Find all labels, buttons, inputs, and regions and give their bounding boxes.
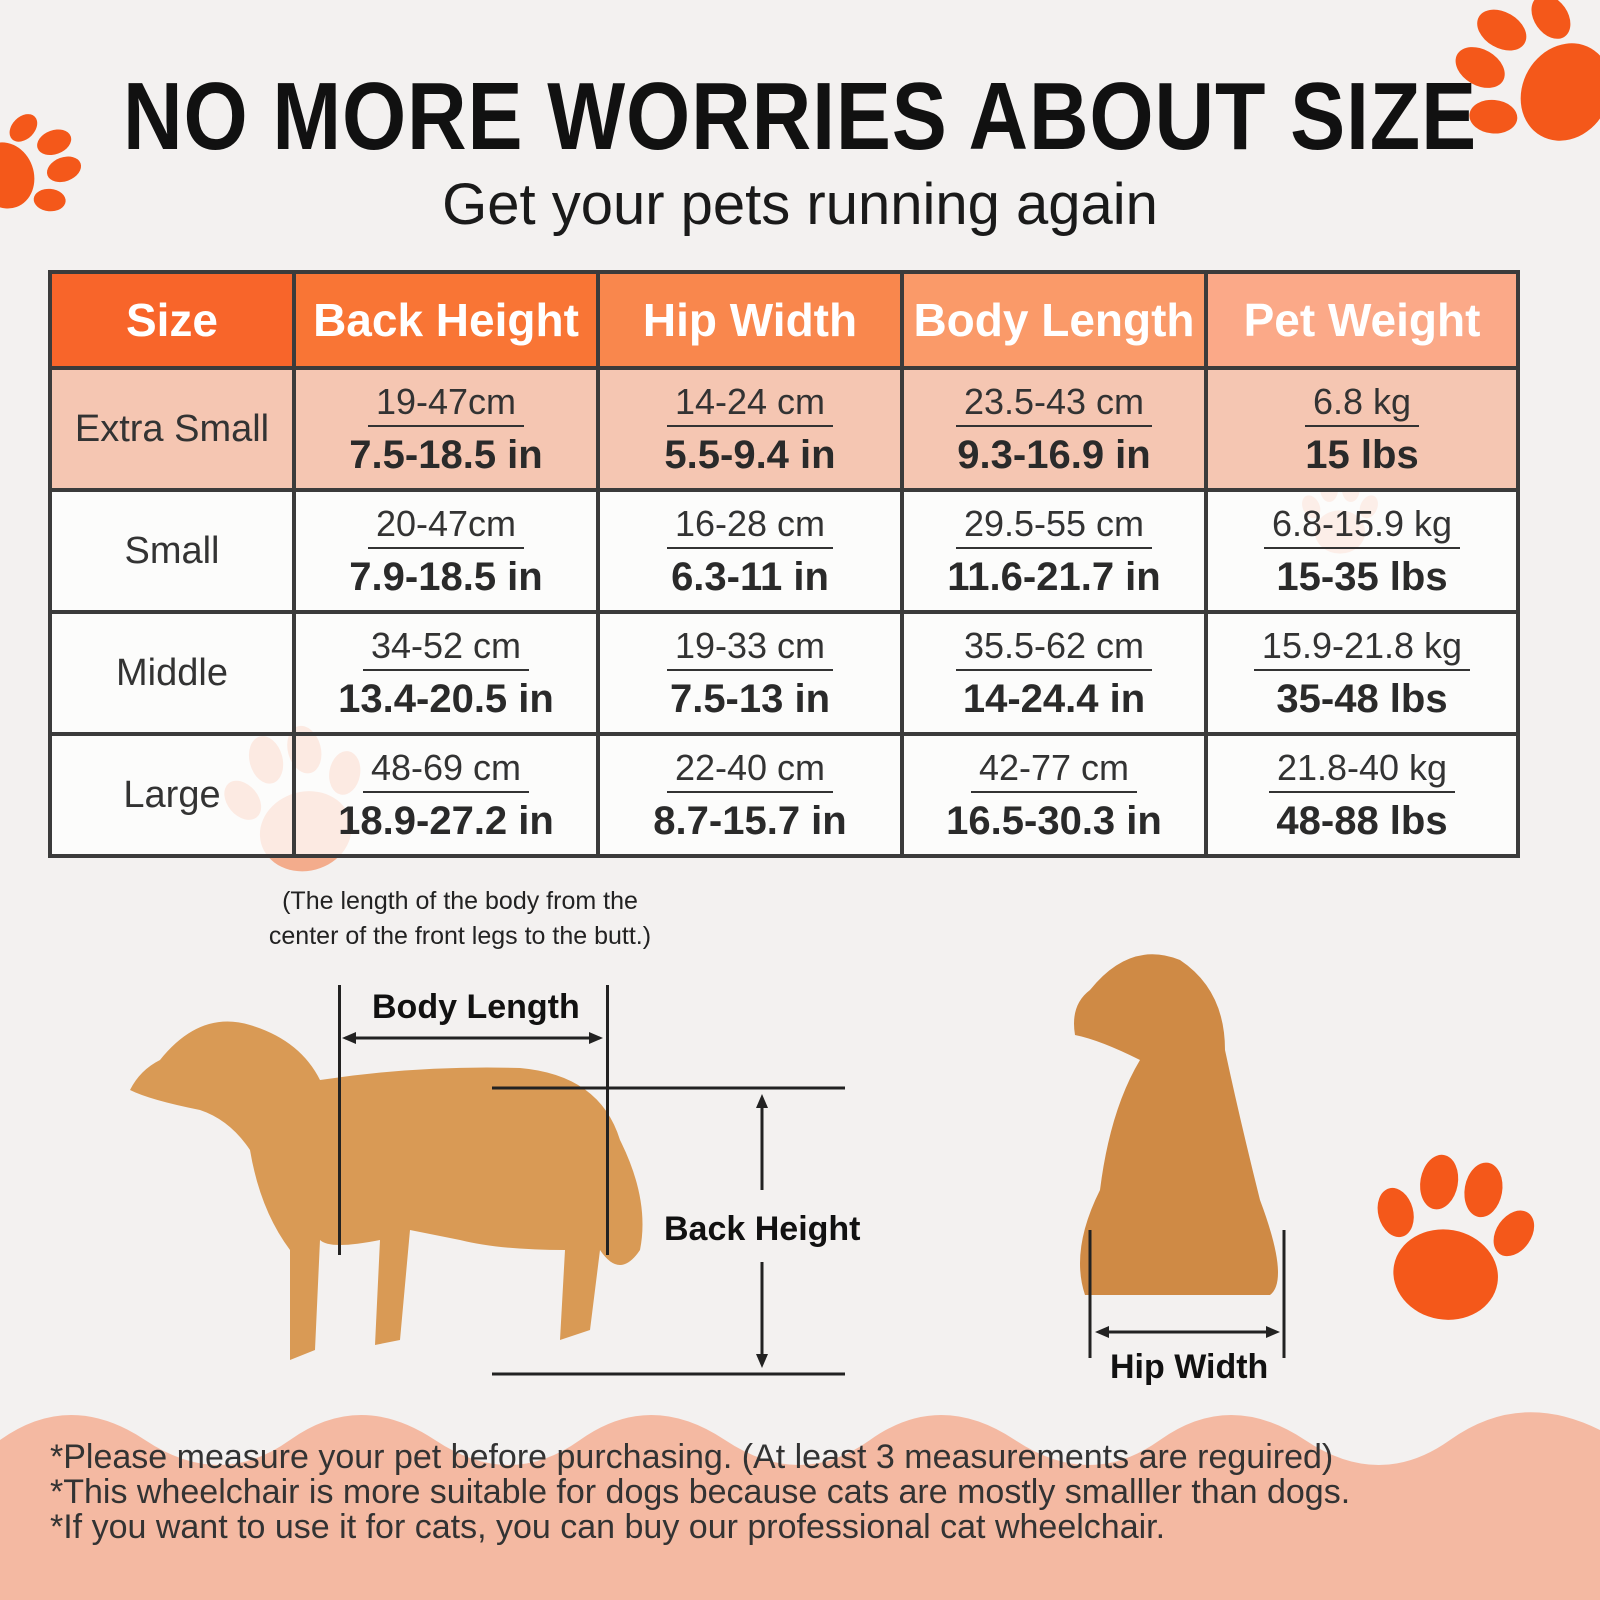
measurement-cell: 35.5-62 cm 14-24.4 in [900,610,1208,736]
sitting-dog-illustration [1074,954,1278,1295]
standing-dog-illustration [130,1021,643,1360]
note-line: *Please measure your pet before purchasi… [50,1438,1334,1476]
metric-value: 14-24 cm [666,381,834,427]
measurement-cell: 21.8-40 kg 48-88 lbs [1204,732,1520,858]
column-header: Back Height [292,270,600,370]
metric-value: 42-77 cm [970,747,1138,793]
metric-value: 34-52 cm [362,625,530,671]
imperial-value: 15 lbs [1305,432,1419,477]
metric-value: 19-47cm [367,381,525,427]
note-line: center of the front legs to the butt.) [268,922,652,950]
table-header-row: Size Back Height Hip Width Body Length P… [48,270,1520,370]
imperial-value: 5.5-9.4 in [664,432,836,477]
size-cell: Small [48,488,296,614]
metric-value: 20-47cm [367,503,525,549]
page-title: NO MORE WORRIES ABOUT SIZE [122,63,1478,170]
metric-value: 6.8-15.9 kg [1263,503,1461,549]
hip-width-label: Hip Width [1110,1348,1269,1386]
measurement-cell: 20-47cm 7.9-18.5 in [292,488,600,614]
table-row: Middle 34-52 cm 13.4-20.5 in 19-33 cm 7.5-13… [48,610,1520,736]
imperial-value: 7.9-18.5 in [349,554,543,599]
imperial-value: 15-35 lbs [1276,554,1448,599]
size-cell: Extra Small [48,366,296,492]
body-length-note: (The length of the body from the center … [230,884,690,954]
page-subtitle: Get your pets running again [442,172,1158,237]
table-row: Large 48-69 cm 18.9-27.2 in 22-40 cm 8.7-15.… [48,732,1520,858]
measurement-cell: 19-33 cm 7.5-13 in [596,610,904,736]
column-header: Body Length [900,270,1208,370]
back-height-label: Back Height [664,1210,861,1248]
measurement-cell: 19-47cm 7.5-18.5 in [292,366,600,492]
imperial-value: 35-48 lbs [1276,676,1448,721]
measurement-cell: 16-28 cm 6.3-11 in [596,488,904,614]
measurement-diagram [130,954,1286,1376]
size-chart-table: Size Back Height Hip Width Body Length P… [48,270,1520,858]
measurement-cell: 34-52 cm 13.4-20.5 in [292,610,600,736]
measurement-cell: 23.5-43 cm 9.3-16.9 in [900,366,1208,492]
imperial-value: 13.4-20.5 in [338,676,554,721]
measurement-cell: 15.9-21.8 kg 35-48 lbs [1204,610,1520,736]
metric-value: 22-40 cm [666,747,834,793]
measurement-cell: 48-69 cm 18.9-27.2 in [292,732,600,858]
metric-value: 29.5-55 cm [955,503,1153,549]
imperial-value: 18.9-27.2 in [338,798,554,843]
measurement-cell: 6.8 kg 15 lbs [1204,366,1520,492]
metric-value: 21.8-40 kg [1268,747,1456,793]
measurement-cell: 42-77 cm 16.5-30.3 in [900,732,1208,858]
imperial-value: 11.6-21.7 in [947,554,1161,599]
column-header: Size [48,270,296,370]
imperial-value: 16.5-30.3 in [946,798,1162,843]
size-cell: Middle [48,610,296,736]
measurement-cell: 22-40 cm 8.7-15.7 in [596,732,904,858]
measurement-cell: 29.5-55 cm 11.6-21.7 in [900,488,1208,614]
note-line: *If you want to use it for cats, you can… [50,1508,1166,1546]
metric-value: 35.5-62 cm [955,625,1153,671]
imperial-value: 8.7-15.7 in [653,798,847,843]
table-row: Small 20-47cm 7.9-18.5 in 16-28 cm 6.3-11 in… [48,488,1520,614]
body-length-label: Body Length [372,988,580,1026]
footer-notes: *Please measure your pet before purchasi… [50,1440,1350,1545]
note-line: *This wheelchair is more suitable for do… [50,1473,1351,1511]
imperial-value: 7.5-13 in [669,676,831,721]
metric-value: 48-69 cm [362,747,530,793]
imperial-value: 48-88 lbs [1276,798,1448,843]
imperial-value: 6.3-11 in [671,554,829,599]
metric-value: 23.5-43 cm [955,381,1153,427]
imperial-value: 9.3-16.9 in [957,432,1151,477]
note-line: (The length of the body from the [282,887,638,915]
imperial-value: 14-24.4 in [962,676,1146,721]
table-row: Extra Small 19-47cm 7.5-18.5 in 14-24 cm 5.5… [48,366,1520,492]
metric-value: 15.9-21.8 kg [1253,625,1471,671]
metric-value: 19-33 cm [666,625,834,671]
column-header: Hip Width [596,270,904,370]
size-cell: Large [48,732,296,858]
measurement-cell: 14-24 cm 5.5-9.4 in [596,366,904,492]
imperial-value: 7.5-18.5 in [349,432,543,477]
measurement-cell: 6.8-15.9 kg 15-35 lbs [1204,488,1520,614]
metric-value: 16-28 cm [666,503,834,549]
footer-wave-band [0,1412,1600,1600]
column-header: Pet Weight [1204,270,1520,370]
metric-value: 6.8 kg [1304,381,1420,427]
